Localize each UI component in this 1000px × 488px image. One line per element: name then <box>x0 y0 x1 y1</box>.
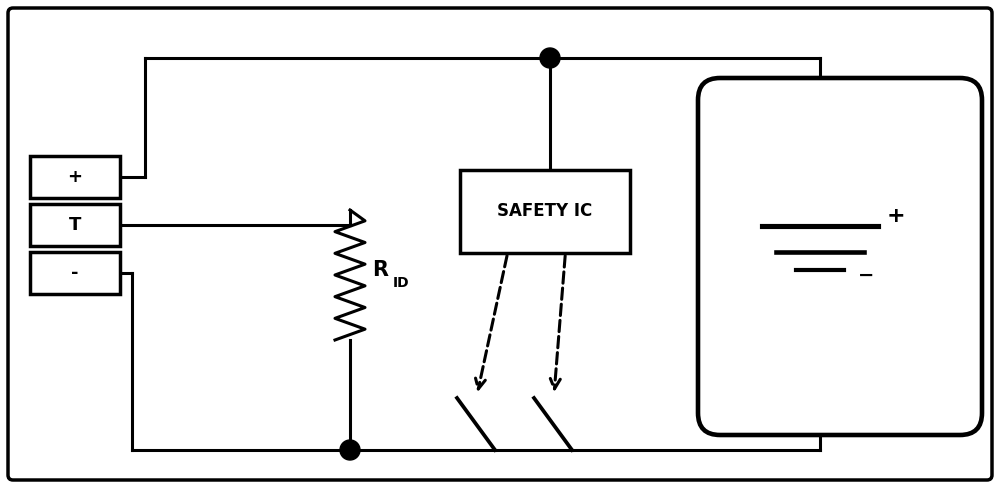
FancyBboxPatch shape <box>698 78 982 435</box>
Text: −: − <box>858 265 874 285</box>
Bar <box>30 252 120 294</box>
Text: +: + <box>887 206 905 226</box>
Text: SAFETY IC: SAFETY IC <box>497 203 593 221</box>
Bar <box>460 170 630 253</box>
Text: R: R <box>372 260 388 280</box>
Text: T: T <box>69 216 81 234</box>
Text: -: - <box>71 264 79 282</box>
Bar <box>30 156 120 198</box>
Circle shape <box>340 440 360 460</box>
Bar <box>30 204 120 246</box>
Text: ID: ID <box>392 276 409 290</box>
Text: +: + <box>68 168 82 186</box>
Circle shape <box>540 48 560 68</box>
